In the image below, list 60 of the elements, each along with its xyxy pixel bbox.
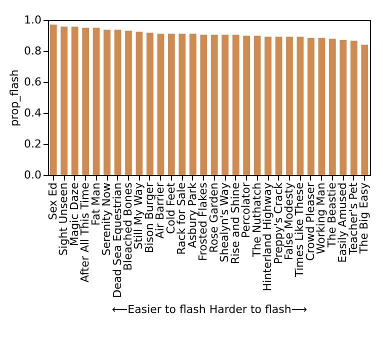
x-tick-label: Crowd Pleaser: [304, 182, 317, 261]
x-tick-label: Shealyn's Way: [218, 182, 232, 262]
bar: [308, 38, 314, 175]
x-tick-label: The Big Easy: [358, 182, 371, 254]
x-tick-label: Bleached Bones: [122, 182, 134, 271]
x-tick-label: Fat Man: [89, 182, 102, 226]
bar: [286, 36, 293, 175]
bar: [136, 32, 143, 175]
bar: [50, 24, 57, 175]
bar: [318, 38, 326, 175]
y-axis-title: prop_flash: [8, 70, 22, 126]
bar: [60, 26, 68, 175]
bar: [157, 34, 164, 175]
x-tick-label: The Nuthatch: [250, 182, 264, 258]
x-tick-label: After All This Time: [78, 182, 92, 282]
bar: [296, 36, 304, 175]
bar: [340, 40, 347, 175]
x-tick-label: Air Barrier: [154, 182, 167, 239]
bar: [92, 28, 100, 175]
x-tick-label: Frosted Flakes: [196, 182, 210, 261]
y-tick-label: 0.4: [24, 106, 42, 120]
bar: [210, 34, 218, 175]
bar: [350, 40, 358, 175]
x-tick-label: Serenity Now: [100, 182, 114, 256]
x-tick-label: Sex Ed: [46, 182, 60, 220]
bar: [264, 36, 272, 175]
bar: [329, 38, 336, 175]
bar: [82, 28, 89, 175]
y-tick-label: 0.6: [24, 76, 42, 88]
y-tick-label: 0.8: [24, 44, 42, 58]
bar: [178, 34, 186, 175]
bar: [222, 34, 229, 175]
bar: [275, 36, 282, 175]
x-tick-label: Rose Garden: [207, 182, 220, 253]
y-tick-label: 1.0: [24, 14, 42, 26]
bar: [189, 34, 196, 175]
x-tick-label: Rack for Sale: [175, 182, 188, 255]
x-tick-label: Sight Unseen: [57, 182, 70, 256]
x-tick-label: Percolator: [240, 182, 253, 238]
x-tick-label: Working Man: [314, 182, 328, 254]
bar: [114, 30, 122, 175]
bar: [200, 34, 208, 175]
bar: [232, 34, 240, 175]
x-tick-label: Times Like These: [293, 182, 306, 278]
bar: [168, 34, 175, 175]
x-tick-label: Easily Amused: [336, 182, 350, 263]
bar: [125, 30, 132, 175]
bar: [361, 44, 368, 175]
y-tick-label: 0.2: [24, 138, 42, 150]
y-tick-label: 0.0: [24, 168, 42, 182]
bar: [254, 36, 261, 175]
x-tick-label: Asbury Park: [186, 182, 199, 248]
bar: [104, 30, 110, 175]
bar: [243, 36, 250, 175]
bar: [146, 32, 154, 175]
x-tick-label: Still My Way: [132, 182, 146, 250]
x-tick-label: Hinterland Highway: [261, 182, 274, 292]
x-tick-label: Cold Feet: [164, 182, 178, 234]
x-axis-title: ⟵Easier to flash Harder to flash⟶: [112, 302, 308, 316]
bar: [71, 26, 78, 175]
